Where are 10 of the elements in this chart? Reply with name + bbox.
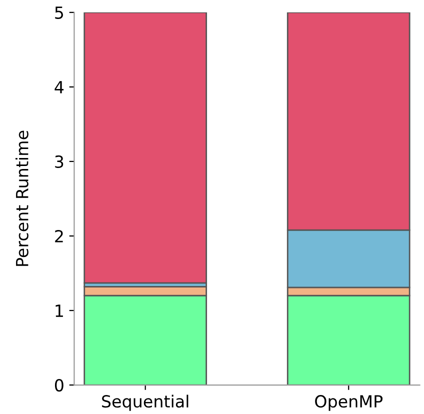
bar bbox=[84, 12, 208, 284]
y-tick-label: 5 bbox=[55, 6, 64, 19]
y-tick-label: 4 bbox=[54, 81, 64, 94]
y-tick-label: 2 bbox=[55, 230, 63, 242]
x-tick-label: Sequential bbox=[102, 394, 188, 411]
y-tick-label: 1 bbox=[56, 304, 63, 317]
y-tick-label: 0 bbox=[54, 378, 64, 392]
y-tick-label: 3 bbox=[55, 155, 64, 168]
y-axis-title: Percent Runtime bbox=[16, 130, 28, 266]
x-tick-label: OpenMP bbox=[315, 395, 383, 411]
